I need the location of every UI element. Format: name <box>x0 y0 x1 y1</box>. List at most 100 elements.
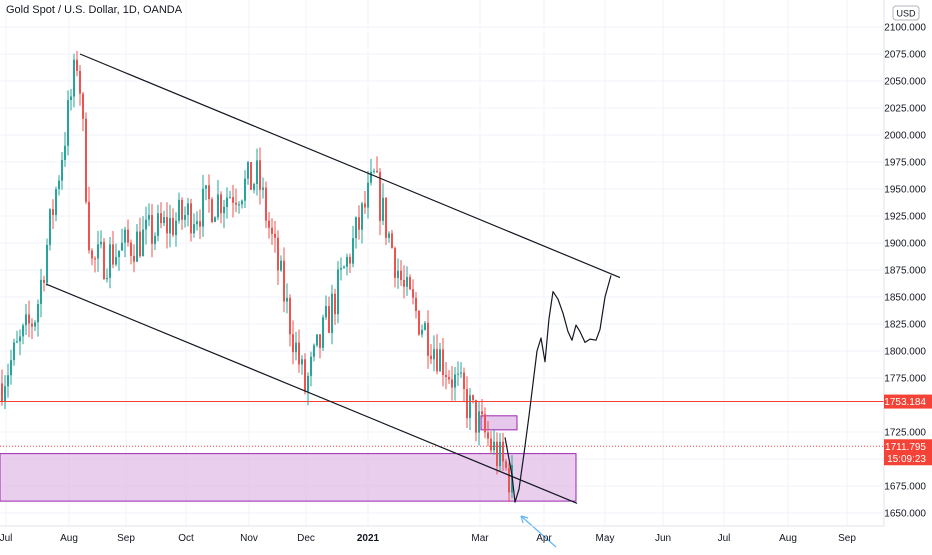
candle-body <box>457 373 459 375</box>
price-tick-label: 1725.000 <box>884 428 926 439</box>
time-tick-label: Dec <box>297 533 315 544</box>
candle-body <box>73 59 75 97</box>
time-tick-label: Oct <box>178 533 194 544</box>
candle-body <box>229 197 231 199</box>
price-tick-label: 2075.000 <box>884 50 926 61</box>
candle-body <box>109 244 111 278</box>
candle-body <box>112 244 114 265</box>
candle-body <box>301 359 303 365</box>
candle-body <box>394 247 396 278</box>
candle-body <box>25 314 27 326</box>
candle-body <box>217 194 219 218</box>
candle-body <box>466 389 468 419</box>
candle-body <box>85 118 87 202</box>
channel-upper-line <box>79 53 621 279</box>
candle-body <box>226 197 228 207</box>
arrow-line <box>520 515 557 548</box>
time-tick-label: Apr <box>536 533 552 544</box>
price-tick-label: 1950.000 <box>884 185 926 196</box>
price-tick-label: 1675.000 <box>884 482 926 493</box>
candle-body <box>361 203 363 230</box>
time-tick-label: Mar <box>471 533 489 544</box>
candle-body <box>406 276 408 287</box>
price-tick-label: 1975.000 <box>884 158 926 169</box>
candle-body <box>184 215 186 220</box>
candle-body <box>424 322 426 330</box>
candle-body <box>370 171 372 183</box>
time-tick-label: Jul <box>718 533 731 544</box>
candle-body <box>91 250 93 259</box>
candle-body <box>61 159 63 181</box>
candle-body <box>247 162 249 179</box>
candle-body <box>397 270 399 278</box>
time-tick-label: 2021 <box>357 533 380 544</box>
candle-body <box>145 219 147 230</box>
time-tick-label: Jul <box>0 533 12 544</box>
arrow-head <box>520 515 529 524</box>
candle-body <box>478 411 480 433</box>
candle-body <box>97 244 99 259</box>
candle-body <box>352 238 354 264</box>
candle-body <box>121 242 123 251</box>
candle-body <box>349 257 351 264</box>
candle-body <box>103 241 105 280</box>
candle-body <box>19 336 21 342</box>
candle-body <box>499 441 501 467</box>
candle-body <box>49 209 51 245</box>
time-tick-label: Aug <box>779 533 797 544</box>
candle-body <box>220 194 222 214</box>
candle-body <box>202 188 204 227</box>
candle-body <box>475 399 477 433</box>
candle-body <box>100 241 102 245</box>
candle-body <box>505 461 507 468</box>
candle-body <box>88 201 90 251</box>
demand-zone <box>0 453 577 502</box>
time-tick-label: Nov <box>240 533 258 544</box>
candle-body <box>166 217 168 234</box>
candle-body <box>40 279 42 304</box>
time-tick-label: Sep <box>838 533 856 544</box>
candle-body <box>64 145 66 160</box>
candle-body <box>445 375 447 378</box>
candle-body <box>364 203 366 208</box>
candle-body <box>82 93 84 119</box>
time-axis[interactable]: Jul Aug Sep Oct Nov Dec 2021 Mar Apr May Jun Jul Aug… <box>0 525 884 544</box>
price-tick-label: 1775.000 <box>884 374 926 385</box>
candle-body <box>319 334 321 348</box>
candle-body <box>391 233 393 248</box>
time-tick-label: Aug <box>60 533 78 544</box>
candle-body <box>223 206 225 214</box>
candle-body <box>460 372 462 374</box>
candle-body <box>274 233 276 238</box>
price-axis[interactable]: 2100.000 2075.000 2050.000 2025.000 2000.000… <box>883 0 932 550</box>
candle-body <box>403 280 405 287</box>
candle-body <box>244 178 246 201</box>
candle-body <box>346 257 348 267</box>
candle-body <box>469 395 471 419</box>
candle-body <box>496 441 498 467</box>
candle-body <box>31 323 33 327</box>
candle-body <box>316 334 318 346</box>
price-tick-label: 1850.000 <box>884 293 926 304</box>
candle-body <box>199 221 201 227</box>
candle-body <box>298 342 300 365</box>
projection-path <box>504 275 612 503</box>
candle-body <box>55 189 57 216</box>
candle-body <box>142 229 144 257</box>
countdown-label: 15:09:23 <box>887 454 926 465</box>
current-price-tag <box>884 439 932 466</box>
candle-body <box>277 237 279 271</box>
candle-body <box>328 306 330 333</box>
candle-body <box>484 414 486 433</box>
candle-body <box>187 203 189 216</box>
candle-body <box>376 170 378 173</box>
candle-body <box>313 345 315 357</box>
candle-body <box>292 334 294 353</box>
candle-body <box>280 260 282 271</box>
small-box <box>480 415 518 431</box>
candle-body <box>283 260 285 302</box>
candle-body <box>52 209 54 216</box>
level-tag-1753 <box>884 394 932 409</box>
